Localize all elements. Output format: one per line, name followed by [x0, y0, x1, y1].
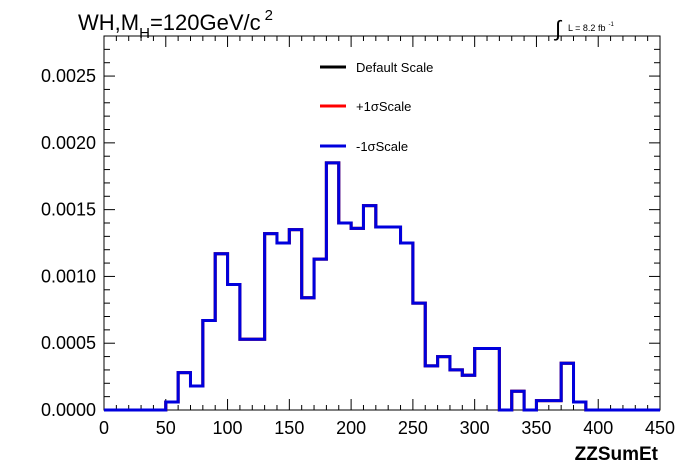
- title-rest: =120GeV/c: [150, 10, 261, 35]
- axes: 0 50 100 150 200 250 300 350 400 450 0.0000 0.0005 0…: [41, 35, 675, 438]
- legend-label-default: Default Scale: [356, 60, 433, 75]
- plot-frame: [103, 35, 661, 411]
- x-axis-title: ZZSumEt: [575, 444, 659, 465]
- title-superscript: 2: [265, 7, 273, 24]
- x-tick-label: 0: [99, 418, 109, 438]
- x-tick-label: 400: [583, 418, 613, 438]
- x-tick-label: 50: [156, 418, 176, 438]
- x-tick-label: 150: [274, 418, 304, 438]
- y-tick-label: 0.0025: [41, 66, 96, 86]
- title-main: WH,M: [78, 10, 139, 35]
- title-subscript: H: [139, 25, 150, 42]
- lumi-integral-sign: ∫: [553, 16, 563, 41]
- x-tick-label: 250: [398, 418, 428, 438]
- x-tick-label: 450: [645, 418, 675, 438]
- chart-title: WH,MH=120GeV/c 2: [78, 7, 273, 42]
- x-tick-label: 100: [213, 418, 243, 438]
- x-tick-label: 350: [521, 418, 551, 438]
- x-tick-label: 300: [460, 418, 490, 438]
- legend-label-minus1sigma: -1σScale: [356, 139, 408, 154]
- histogram-line-minus1sigma: [104, 161, 660, 412]
- y-tick-label: 0.0005: [41, 333, 96, 353]
- lumi-label: L = 8.2 fb -1: [568, 22, 614, 33]
- y-tick-label: 0.0000: [41, 400, 96, 420]
- series-layer: [104, 161, 660, 412]
- x-tick-label: 200: [336, 418, 366, 438]
- lumi-text: L = 8.2 fb: [568, 23, 605, 33]
- lumi-superscript: -1: [608, 22, 614, 28]
- y-tick-label: 0.0010: [41, 266, 96, 286]
- legend: Default Scale +1σScale -1σScale: [320, 60, 433, 154]
- y-tick-label: 0.0020: [41, 133, 96, 153]
- legend-label-plus1sigma: +1σScale: [356, 99, 411, 114]
- y-tick-label: 0.0015: [41, 200, 96, 220]
